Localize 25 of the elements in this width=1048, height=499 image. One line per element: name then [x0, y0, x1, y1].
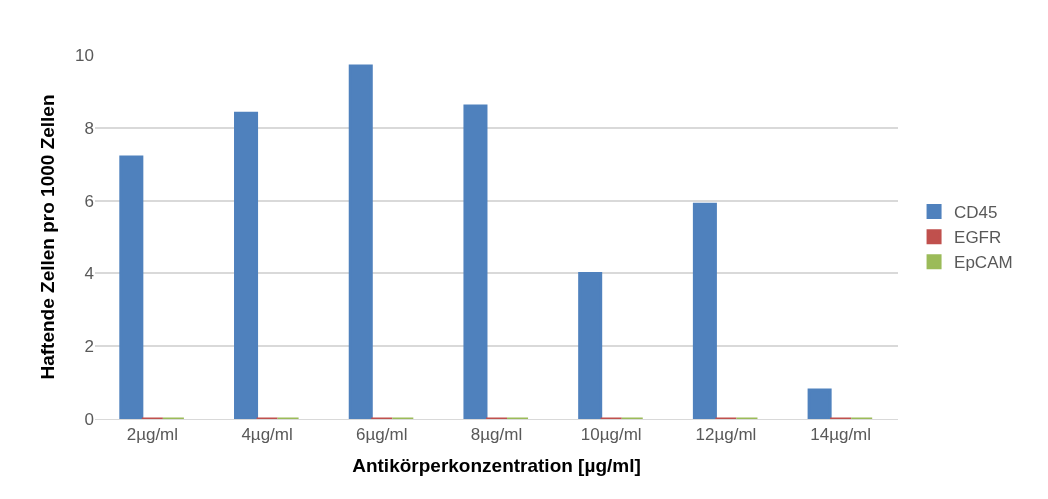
x-tick-label: 6µg/ml	[356, 425, 408, 445]
bar	[234, 111, 259, 419]
y-tick-label: 0	[84, 409, 94, 429]
bar	[463, 104, 488, 419]
y-tick-label: 2	[84, 337, 94, 357]
y-axis-title: Haftende Zellen pro 1000 Zellen	[36, 94, 58, 380]
y-tick-label: 10	[75, 45, 94, 65]
y-tick-label: 8	[84, 118, 94, 138]
legend-label: EGFR	[954, 228, 1002, 248]
x-tick-label: 10µg/ml	[580, 425, 642, 445]
legend-label: EpCAM	[954, 253, 1013, 273]
y-tick-label: 4	[84, 264, 94, 284]
x-tick-label: 8µg/ml	[470, 425, 523, 445]
x-tick-label: 2µg/ml	[126, 425, 179, 445]
bar	[119, 155, 144, 419]
x-axis-title: Antikörperkonzentration [µg/ml]	[352, 455, 641, 477]
legend-label: CD45	[954, 203, 998, 223]
x-tick-label: 14µg/ml	[810, 425, 872, 445]
bar	[348, 64, 373, 419]
bar	[692, 202, 717, 419]
x-tick-label: 12µg/ml	[695, 425, 757, 445]
x-tick-label: 4µg/ml	[241, 425, 293, 445]
y-tick-label: 6	[84, 191, 94, 211]
bar	[578, 271, 603, 419]
bar	[807, 388, 832, 419]
